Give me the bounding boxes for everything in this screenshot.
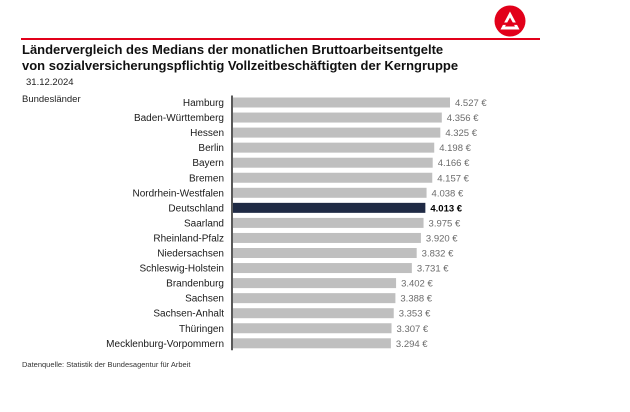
bar <box>233 278 397 289</box>
category-axis-title: Bundesländer <box>22 94 81 105</box>
bar <box>233 263 412 274</box>
category-label: Hamburg <box>183 98 224 109</box>
bar <box>233 127 441 138</box>
chart-title-line-1: Ländervergleich des Medians der monatlic… <box>22 42 444 57</box>
bar <box>233 112 442 123</box>
category-label: Hessen <box>190 128 224 139</box>
value-label: 3.731 € <box>417 264 449 275</box>
chart-title: Ländervergleich des Medians der monatlic… <box>22 42 458 74</box>
category-label: Berlin <box>198 143 224 154</box>
bar <box>233 172 433 183</box>
header-rule <box>21 38 540 40</box>
value-label: 3.307 € <box>397 324 429 335</box>
bar <box>233 338 391 349</box>
value-label: 4.013 € <box>430 203 462 214</box>
category-label: Bayern <box>192 158 224 169</box>
bundesagentur-logo-icon <box>494 5 526 37</box>
value-label: 3.832 € <box>422 249 454 260</box>
value-label: 4.527 € <box>455 98 487 109</box>
category-label: Sachsen-Anhalt <box>153 309 224 320</box>
category-label: Deutschland <box>168 203 224 214</box>
category-label: Sachsen <box>185 294 224 305</box>
value-label: 4.325 € <box>445 128 477 139</box>
bar <box>233 232 421 243</box>
value-label: 4.198 € <box>439 143 471 154</box>
chart-date: 31.12.2024 <box>26 77 74 88</box>
bar-highlight <box>233 202 426 213</box>
category-label: Saarland <box>184 218 224 229</box>
chart-title-line-2: von sozialversicherungspflichtig Vollzei… <box>22 58 459 73</box>
value-label: 4.038 € <box>432 188 464 199</box>
bar <box>233 293 396 304</box>
bar <box>233 248 417 258</box>
value-label: 4.356 € <box>447 113 479 124</box>
category-label: Nordrhein-Westfalen <box>132 188 224 199</box>
bar <box>233 217 424 228</box>
value-label: 4.166 € <box>438 158 470 169</box>
category-label: Schleswig-Holstein <box>140 264 224 275</box>
category-label: Thüringen <box>179 324 224 335</box>
bar <box>233 142 435 153</box>
bar <box>233 157 433 168</box>
value-label: 3.975 € <box>429 218 461 229</box>
value-label: 3.294 € <box>396 339 428 350</box>
category-label: Mecklenburg-Vorpommern <box>106 339 224 350</box>
bar <box>233 308 394 319</box>
category-label: Niedersachsen <box>157 249 224 260</box>
bar <box>233 187 427 198</box>
category-label: Brandenburg <box>166 279 224 290</box>
bar <box>233 323 392 334</box>
value-label: 3.402 € <box>401 279 433 290</box>
category-label: Rheinland-Pfalz <box>153 233 224 244</box>
value-label: 3.388 € <box>400 294 432 305</box>
category-label: Bremen <box>189 173 224 184</box>
category-label: Baden-Württemberg <box>134 113 224 124</box>
value-label: 3.353 € <box>399 309 431 320</box>
value-label: 3.920 € <box>426 233 458 244</box>
value-label: 4.157 € <box>437 173 469 184</box>
data-source-note: Datenquelle: Statistik der Bundesagentur… <box>22 360 191 369</box>
bar <box>233 97 450 108</box>
